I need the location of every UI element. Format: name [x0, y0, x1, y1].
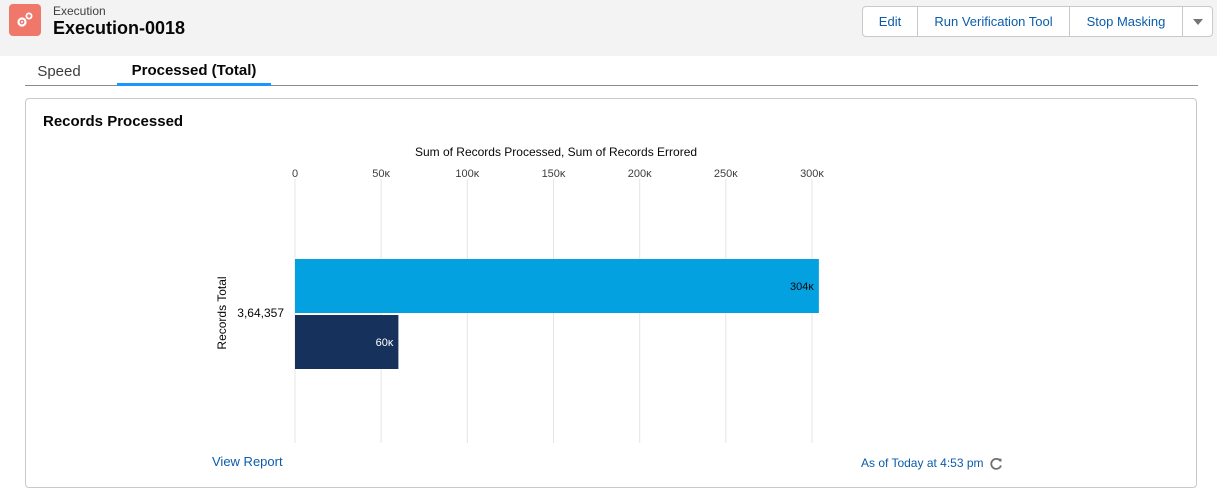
card-title: Records Processed — [43, 113, 184, 130]
chart-title: Sum of Records Processed, Sum of Records… — [415, 145, 697, 159]
more-actions-button[interactable] — [1182, 6, 1213, 37]
as-of-timestamp: As of Today at 4:53 pm — [861, 456, 984, 470]
object-type-label: Execution — [53, 4, 106, 18]
x-tick-label: 50ᴋ — [372, 168, 390, 180]
refresh-icon[interactable] — [988, 456, 1004, 472]
run-verification-tool-button[interactable]: Run Verification Tool — [917, 6, 1070, 37]
records-processed-card: Records Processed Sum of Records Process… — [25, 98, 1197, 488]
x-tick-label: 200ᴋ — [628, 168, 652, 180]
bar-2 — [295, 315, 399, 369]
bar-data-label: 60ᴋ — [376, 337, 394, 349]
view-report-link[interactable]: View Report — [212, 454, 283, 469]
records-processed-chart: Sum of Records Processed, Sum of Records… — [215, 145, 824, 443]
action-button-group: Edit Run Verification Tool Stop Masking — [862, 6, 1213, 37]
y-axis-label: Records Total — [215, 276, 229, 349]
bar-data-label: 304ᴋ — [790, 281, 814, 293]
edit-button[interactable]: Edit — [862, 6, 918, 37]
x-tick-label: 300ᴋ — [800, 168, 824, 180]
tab-speed[interactable]: Speed — [37, 62, 81, 80]
bar-1 — [295, 259, 819, 313]
x-tick-label: 250ᴋ — [714, 168, 738, 180]
tab-bar: Speed Processed (Total) — [25, 56, 1198, 86]
chevron-down-icon — [1192, 18, 1203, 25]
category-label: 3,64,357 — [237, 306, 284, 320]
record-header: Execution Execution-0018 Edit Run Verifi… — [0, 0, 1217, 56]
x-tick-label: 150ᴋ — [542, 168, 566, 180]
gears-icon — [9, 4, 41, 36]
record-title: Execution-0018 — [53, 18, 186, 38]
x-tick-label: 0 — [292, 168, 298, 180]
stop-masking-button[interactable]: Stop Masking — [1069, 6, 1183, 37]
x-tick-label: 100ᴋ — [455, 168, 479, 180]
tab-processed-total[interactable]: Processed (Total) — [117, 56, 271, 86]
